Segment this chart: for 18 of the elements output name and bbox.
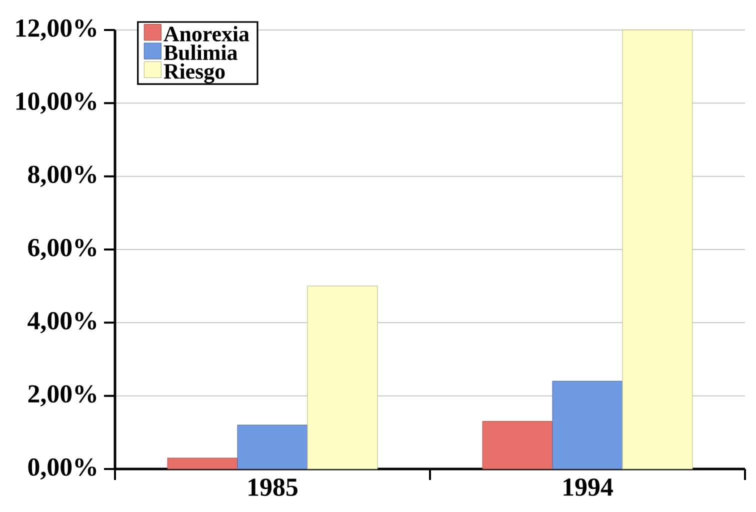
y-tick-label: 0,00% [28, 458, 96, 480]
y-tick-label: 6,00% [28, 238, 96, 260]
legend-label: Anorexia [164, 26, 250, 42]
y-tick-label: 2,00% [28, 385, 96, 406]
bar [167, 458, 238, 470]
y-tick-label: 4,00% [28, 312, 96, 334]
y-tick-label: 12,00% [16, 19, 96, 41]
y-tick-label: 8,00% [28, 166, 96, 187]
bar [552, 380, 623, 470]
legend-label: Riesgo [164, 63, 225, 84]
bar [622, 30, 693, 470]
y-tick-label: 10,00% [16, 92, 96, 114]
bar [482, 421, 553, 470]
x-tick-label: 1994 [564, 478, 613, 496]
bar [307, 286, 378, 470]
x-tick-label: 1985 [248, 478, 298, 496]
legend-label: Bulimia [164, 44, 238, 60]
bar [237, 424, 308, 470]
